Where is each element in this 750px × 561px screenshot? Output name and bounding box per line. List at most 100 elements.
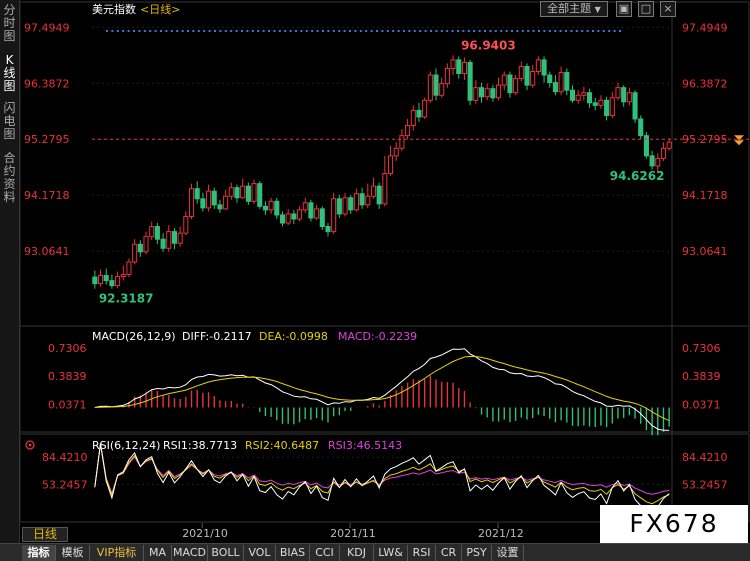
candle-body — [496, 84, 502, 99]
event-flag-dot — [203, 30, 206, 32]
event-flag-dot — [327, 30, 330, 32]
tab-[interactable]: 模板 — [56, 545, 90, 561]
candle-body — [564, 72, 570, 91]
tab-cci[interactable]: CCI — [310, 545, 340, 561]
candle-body — [427, 74, 433, 101]
event-flag-dot — [554, 30, 557, 32]
rsi-tick-right: 53.2457 — [682, 478, 728, 491]
candle-body — [228, 187, 234, 197]
event-flag-dot — [462, 30, 465, 32]
candle-body — [234, 187, 240, 199]
candle-body — [558, 72, 564, 93]
close-icon[interactable]: × — [660, 1, 676, 17]
event-flag-dot — [230, 30, 233, 32]
candle-body — [257, 183, 263, 207]
rsi-tick-right: 84.4210 — [682, 451, 728, 464]
candle-body — [126, 261, 132, 276]
macd-dea-label: DEA:-0.0998 — [259, 330, 328, 343]
restore-window-icon[interactable]: ▣ — [616, 1, 632, 17]
candle-body — [160, 238, 166, 249]
event-flag-dot — [332, 30, 335, 32]
event-flag-dot — [165, 30, 168, 32]
period-indicator[interactable]: <日线> — [140, 2, 180, 16]
candle-body — [598, 99, 604, 106]
event-flag-dot — [527, 30, 530, 32]
sidebar-item-kline[interactable]: K线图 — [3, 53, 16, 93]
tab-vol[interactable]: VOL — [244, 545, 276, 561]
event-flag-dot — [133, 30, 135, 32]
tab-macd[interactable]: MACD — [172, 545, 208, 561]
period-tab[interactable]: 日线 — [22, 527, 68, 542]
candle-body — [524, 65, 530, 86]
event-flag-dot — [386, 30, 389, 32]
tab-psy[interactable]: PSY — [462, 545, 492, 561]
event-flag-dot — [494, 30, 497, 32]
rsi1-line — [94, 443, 670, 515]
candle-body — [297, 209, 303, 220]
macd-series — [94, 348, 670, 436]
event-flag-dot — [251, 30, 254, 32]
candle-body — [439, 83, 445, 96]
left-sidebar: 分时图 K线图 闪电图 合约资料 — [0, 0, 20, 543]
y-tick-label-right: 94.1718 — [682, 189, 728, 202]
candle-body — [137, 243, 143, 253]
y-tick-label-right: 97.4949 — [682, 21, 728, 34]
event-flag-dot — [359, 30, 362, 32]
candle-body — [359, 193, 365, 206]
event-flag-dot — [467, 30, 470, 32]
tab-bias[interactable]: BIAS — [276, 545, 310, 561]
event-flag-dot — [187, 30, 189, 32]
event-flag-dot — [160, 30, 162, 32]
tab-cr[interactable]: CR — [436, 545, 462, 561]
candle-body — [609, 97, 615, 116]
sidebar-item-timeshare[interactable]: 分时图 — [3, 3, 16, 43]
candle-body — [217, 204, 223, 210]
event-flag-dot — [478, 30, 481, 32]
candle-body — [473, 87, 479, 101]
macd-tick-left: 0.3839 — [48, 370, 87, 383]
tab-rsi[interactable]: RSI — [408, 545, 436, 561]
event-flag-dot — [376, 30, 378, 32]
dollar-index-chart[interactable]: 美元指数 <日线> 97.4949 97.4949 96.3872 96.3872 95… — [20, 0, 750, 543]
candle-body — [638, 118, 644, 137]
rsi-series — [94, 443, 670, 515]
tab-ma[interactable]: MA — [144, 545, 172, 561]
candle-body — [655, 157, 661, 167]
y-tick-label-left: 95.2795 — [24, 133, 70, 146]
candle-body — [592, 102, 598, 106]
candle-body — [348, 197, 354, 211]
low-price-label: 92.3187 — [99, 292, 154, 306]
tab-lw[interactable]: LW& — [374, 545, 408, 561]
candle-body — [308, 202, 314, 219]
event-flag-dot — [149, 30, 152, 32]
tab-[interactable]: 设置 — [492, 545, 524, 561]
event-flag-dot — [575, 30, 578, 32]
candle-body — [666, 141, 672, 149]
rsi-settings-icon[interactable] — [25, 440, 35, 450]
candle-body — [109, 280, 115, 287]
candle-body — [530, 70, 536, 86]
candle-body — [581, 92, 587, 96]
macd-params: MACD(26,12,9) — [92, 330, 176, 343]
event-flag-dot — [338, 30, 341, 32]
maximize-icon[interactable]: □ — [638, 1, 654, 17]
candle-body — [552, 82, 558, 93]
sidebar-item-contract[interactable]: 合约资料 — [3, 151, 16, 204]
tab-boll[interactable]: BOLL — [208, 545, 244, 561]
tab-[interactable]: 指标 — [22, 545, 56, 561]
macd-diff-line — [94, 348, 670, 431]
x-tick-label: 2021/11 — [330, 527, 376, 540]
tab-kdj[interactable]: KDJ — [340, 545, 374, 561]
theme-select[interactable]: 全部主题 ▼ — [540, 1, 608, 17]
event-flag-dot — [451, 30, 454, 32]
high-price-label: 96.9403 — [461, 38, 516, 52]
candle-body — [399, 135, 405, 149]
event-flag-dot — [500, 30, 503, 32]
event-flag-dot — [592, 30, 594, 32]
sidebar-item-flash[interactable]: 闪电图 — [3, 101, 16, 141]
event-flag-dot — [597, 30, 600, 32]
candle-body — [166, 231, 172, 249]
event-flag-dot — [343, 30, 346, 32]
candle-body — [393, 147, 399, 157]
tab-vip[interactable]: VIP指标 — [90, 545, 144, 561]
